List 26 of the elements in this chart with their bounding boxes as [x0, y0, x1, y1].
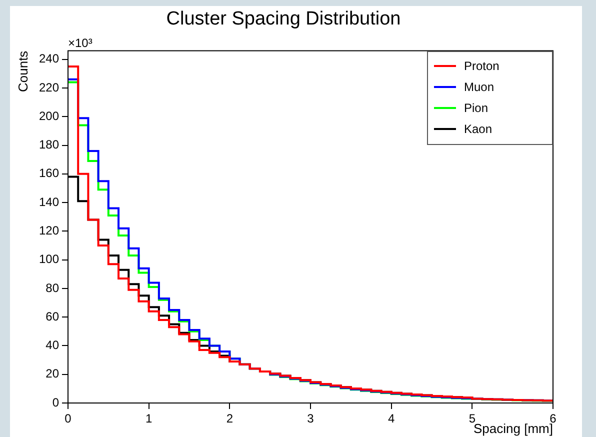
y-tick-label: 240 [38, 52, 60, 66]
x-tick-label: 4 [388, 412, 395, 426]
legend-label: Kaon [464, 122, 492, 136]
y-tick-label: 180 [38, 138, 60, 152]
x-tick-label: 5 [468, 412, 476, 426]
y-tick-label: 20 [46, 366, 60, 381]
y-tick-label: 60 [46, 309, 60, 324]
x-tick-label: 0 [64, 412, 72, 426]
x-tick-label: 2 [226, 412, 234, 426]
text: ×10³ [68, 36, 92, 50]
x-tick-label: 1 [145, 412, 152, 426]
legend-label: Pion [464, 101, 488, 116]
y-tick-label: 0 [52, 395, 60, 410]
y-tick-label: 140 [38, 194, 60, 209]
chart-title: Cluster Spacing Distribution [166, 8, 401, 30]
y-tick-label: 40 [46, 338, 60, 352]
legend-label: Proton [464, 59, 500, 74]
y-tick-label: 220 [38, 80, 60, 94]
y-axis-title: Counts [15, 50, 30, 92]
legend-label: Muon [464, 80, 494, 94]
x-tick-label: 3 [307, 412, 314, 426]
y-tick-label: 120 [38, 224, 60, 238]
y-tick-label: 160 [38, 166, 60, 180]
y-tick-label: 100 [38, 252, 60, 266]
y-tick-label: 80 [46, 280, 60, 295]
y-tick-label: 200 [38, 108, 60, 123]
